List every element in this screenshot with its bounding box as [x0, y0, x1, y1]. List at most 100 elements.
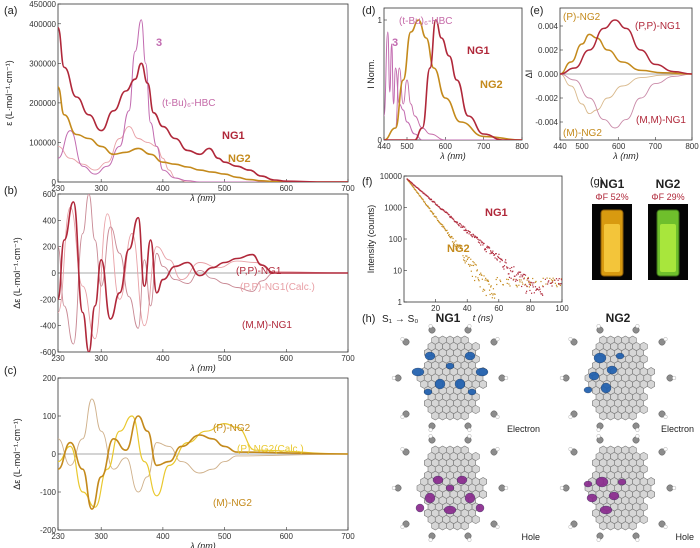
- panel-f-xtick: 20: [431, 304, 440, 313]
- panel-d-axes: 440 500 600 700 800 0 1 λ (nm) I Norm. (t-Bu)₆-HB…: [366, 7, 529, 161]
- panel-f-ytick: 1000: [384, 204, 402, 213]
- panel-f-axes: 20 40 60 80 100 1 10 100 1000 10000 t (ns) Intensit…: [366, 172, 569, 323]
- panel-f-decays: [406, 178, 562, 299]
- panel-e-legend-m: (M)-NG2: [563, 128, 602, 139]
- panel-d-series-hbc: [384, 67, 522, 140]
- ng2-electron-label: Electron: [661, 424, 694, 434]
- panel-c-ytick: 100: [43, 412, 57, 421]
- panel-b-ytick: 200: [43, 243, 57, 252]
- panel-f-xtick: 80: [526, 304, 535, 313]
- panel-e-series-pp: [560, 19, 692, 75]
- panel-d-ytick: 0: [378, 136, 383, 145]
- panel-f-legend-ng1: NG1: [485, 207, 508, 219]
- panel-d-xtick: 600: [439, 142, 453, 151]
- panel-c-legend-calc: (P)-NG2(Calc.): [237, 444, 304, 455]
- vial-ng2-label: NG2: [656, 177, 681, 191]
- panel-e-ytick: 0.000: [538, 70, 559, 79]
- panel-a-xlabel: λ (nm): [189, 193, 215, 203]
- panel-c-legend-m: (M)-NG2: [213, 498, 252, 509]
- panel-f-series-ng1: [406, 178, 562, 296]
- vial-ng2-glow: [660, 224, 676, 272]
- panel-c-xtick: 700: [341, 532, 355, 541]
- panel-b-ytick: -200: [40, 295, 57, 304]
- panel-d-xtick: 500: [400, 142, 414, 151]
- orbital-lobes: [583, 476, 627, 515]
- panel-a-xtick: 300: [95, 184, 109, 193]
- panel-a-legend-hbc: (t-Bu)₆-HBC: [162, 98, 215, 109]
- orbital-ng2-title: NG2: [606, 311, 631, 325]
- panel-a-xtick: 700: [341, 184, 355, 193]
- panel-b-series-pp: [58, 201, 348, 352]
- panel-e-ytick: 0.002: [538, 46, 559, 55]
- panel-f-ylabel: Intensity (counts): [366, 205, 376, 274]
- molecule-ng1-hole: [391, 434, 509, 542]
- panel-e-xtick: 440: [553, 142, 567, 151]
- panel-e-label: (e): [530, 5, 543, 17]
- panel-a-xtick: 500: [218, 184, 232, 193]
- panel-b-ylabel: Δε (L·mol⁻¹·cm⁻¹): [12, 237, 22, 309]
- panel-e-axes: 440 500 600 700 800 -0.004 -0.002 0.000 0.002 0.0…: [524, 7, 699, 161]
- panel-d-xtick: 440: [377, 142, 391, 151]
- plots-layer: 230 300 400 500 600 7000100000200000300000400…: [4, 0, 699, 548]
- panel-c-xlabel: λ (nm): [189, 541, 215, 548]
- panel-h-orbitals: S₁ → S₀ NG1 NG2 Electron Electron Hole H…: [382, 311, 694, 542]
- panel-b-xtick: 700: [341, 354, 355, 363]
- panel-c-ylabel: Δε (L·mol⁻¹·cm⁻¹): [12, 418, 22, 490]
- panel-f-label: (f): [362, 176, 372, 188]
- panel-e-legend-p: (P)-NG2: [563, 12, 601, 23]
- vial-ng1-qy: ΦF 52%: [595, 192, 628, 202]
- carbon-skeleton: [416, 335, 488, 421]
- panel-c-xtick: 300: [95, 532, 109, 541]
- panel-b-ytick: 400: [43, 216, 57, 225]
- ng2-hole-label: Hole: [675, 532, 694, 542]
- panel-a-legend-ng2: NG2: [228, 153, 251, 165]
- panel-a-series-ng1: [58, 26, 348, 182]
- vial-ng2-qy: ΦF 29%: [651, 192, 684, 202]
- transition-label: S₁ → S₀: [382, 314, 418, 325]
- panel-c-xtick: 500: [218, 532, 232, 541]
- panel-g-label: (g): [590, 176, 603, 188]
- panel-e-series-mm: [560, 73, 692, 129]
- molecule-ng1-electron: [391, 324, 509, 432]
- panel-b-ytick: 0: [52, 269, 57, 278]
- carbon-skeleton: [584, 445, 656, 531]
- panel-c-xtick: 400: [156, 532, 170, 541]
- panel-b-xtick: 500: [218, 354, 232, 363]
- panel-b-legend-pp: (P,P)-NG1: [236, 266, 282, 277]
- panel-e-ytick: -0.002: [535, 94, 558, 103]
- panel-f-ytick: 10000: [380, 172, 403, 181]
- panel-e-xtick: 800: [685, 142, 699, 151]
- panel-d-series-ng2: [384, 19, 522, 140]
- vial-ng1-label: NG1: [600, 177, 625, 191]
- molecule-ng2-electron: [559, 324, 677, 432]
- panel-d-legend-ng2: NG2: [480, 79, 503, 91]
- vial-ng1-glow: [604, 224, 620, 272]
- panel-c-xtick: 600: [280, 532, 294, 541]
- tbutyl-groups: [391, 434, 509, 542]
- panel-e-xtick: 500: [575, 142, 589, 151]
- panel-f-xtick: 100: [555, 304, 569, 313]
- panel-a-xtick: 400: [156, 184, 170, 193]
- panel-e-ytick: -0.004: [535, 118, 558, 127]
- panel-d-legend-3: 3: [392, 37, 398, 49]
- panel-c-ytick: 200: [43, 374, 57, 383]
- panel-b-xtick: 300: [95, 354, 109, 363]
- panel-b-ytick: -400: [40, 322, 57, 331]
- panel-e-legend-pp: (P,P)-NG1: [635, 21, 681, 32]
- panel-e-xtick: 700: [649, 142, 663, 151]
- panel-e-xlabel: λ (nm): [612, 151, 638, 161]
- panel-c-xtick: 230: [51, 532, 65, 541]
- panel-a-xtick: 230: [51, 184, 65, 193]
- panel-b-label: (b): [4, 185, 17, 197]
- panel-e-legend-mm: (M,M)-NG1: [636, 115, 686, 126]
- panel-d-ytick: 1: [378, 16, 383, 25]
- panel-b-xtick: 230: [51, 354, 65, 363]
- panel-a-series-hbc: [58, 126, 348, 182]
- panel-f-frame: [403, 175, 563, 303]
- molecule-ng2-hole: [559, 434, 677, 542]
- panel-e-series-m: [560, 73, 692, 115]
- panel-b-legend-mm: (M,M)-NG1: [242, 320, 292, 331]
- panel-f-xlabel: t (ns): [473, 313, 494, 323]
- panel-c-label: (c): [4, 365, 17, 377]
- panel-a-series-ng2: [58, 86, 348, 182]
